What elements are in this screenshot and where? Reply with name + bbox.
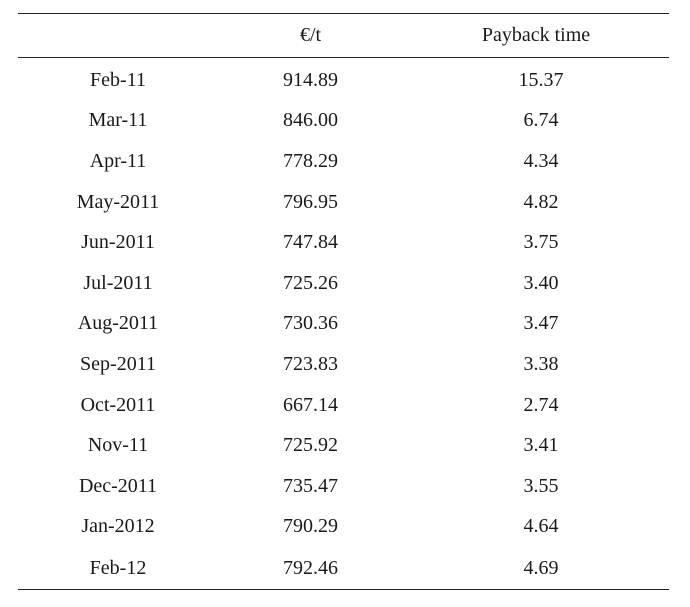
table-row: Nov-11 725.92 3.41 bbox=[18, 425, 669, 466]
cell-month: Apr-11 bbox=[89, 149, 147, 172]
table-row: Feb-11 914.89 15.37 bbox=[18, 58, 669, 101]
header-payback: Payback time bbox=[481, 24, 591, 46]
cell-price: 723.83 bbox=[283, 352, 338, 375]
cell-price: 792.46 bbox=[283, 556, 338, 579]
cell-month: Mar-11 bbox=[88, 109, 148, 132]
cell-payback: 3.41 bbox=[523, 434, 559, 457]
table-row: Dec-2011 735.47 3.55 bbox=[18, 466, 669, 507]
header-month bbox=[18, 14, 218, 58]
cell-month: Feb-11 bbox=[90, 68, 146, 91]
table-row: Jun-2011 747.84 3.75 bbox=[18, 222, 669, 263]
cell-payback: 3.75 bbox=[523, 231, 559, 254]
cell-payback: 4.69 bbox=[523, 556, 559, 579]
cell-month: Jul-2011 bbox=[83, 271, 153, 294]
header-price: €/t bbox=[299, 24, 322, 46]
cell-price: 747.84 bbox=[283, 231, 338, 254]
table-row: Mar-11 846.00 6.74 bbox=[18, 101, 669, 142]
table-row: Jul-2011 725.26 3.40 bbox=[18, 263, 669, 304]
cell-month: Jan-2012 bbox=[81, 515, 155, 538]
table-body: Feb-11 914.89 15.37 Mar-11 846.00 6.74 A… bbox=[18, 58, 669, 590]
cell-price: 914.89 bbox=[283, 68, 338, 91]
cell-payback: 3.38 bbox=[523, 352, 559, 375]
cell-payback: 2.74 bbox=[523, 393, 559, 416]
cell-payback: 15.37 bbox=[518, 68, 564, 91]
table-row: Jan-2012 790.29 4.64 bbox=[18, 507, 669, 548]
cell-price: 846.00 bbox=[283, 109, 338, 132]
cell-price: 796.95 bbox=[283, 190, 338, 213]
table-row: Oct-2011 667.14 2.74 bbox=[18, 385, 669, 426]
cell-payback: 4.82 bbox=[523, 190, 559, 213]
table-row: Sep-2011 723.83 3.38 bbox=[18, 344, 669, 385]
cell-payback: 3.47 bbox=[523, 312, 559, 335]
cell-price: 778.29 bbox=[283, 149, 338, 172]
cell-month: Dec-2011 bbox=[78, 474, 158, 497]
cell-price: 725.92 bbox=[283, 434, 338, 457]
cell-payback: 6.74 bbox=[523, 109, 559, 132]
cell-payback: 3.55 bbox=[523, 474, 559, 497]
cell-month: Feb-12 bbox=[89, 556, 147, 579]
cell-price: 735.47 bbox=[283, 474, 338, 497]
payback-table: €/t Payback time Feb-11 914.89 15.37 Mar… bbox=[18, 13, 669, 590]
cell-price: 667.14 bbox=[283, 393, 338, 416]
table-row: Aug-2011 730.36 3.47 bbox=[18, 304, 669, 345]
cell-month: Oct-2011 bbox=[80, 393, 156, 416]
cell-month: Sep-2011 bbox=[80, 352, 156, 375]
cell-month: Jun-2011 bbox=[81, 231, 155, 254]
header-row: €/t Payback time bbox=[18, 13, 669, 58]
payback-table-container: €/t Payback time Feb-11 914.89 15.37 Mar… bbox=[18, 13, 669, 590]
table-header: €/t Payback time bbox=[18, 13, 669, 58]
cell-payback: 3.40 bbox=[523, 271, 559, 294]
cell-price: 730.36 bbox=[283, 312, 338, 335]
cell-month: Nov-11 bbox=[87, 434, 149, 457]
cell-price: 790.29 bbox=[283, 515, 338, 538]
table-row: Apr-11 778.29 4.34 bbox=[18, 141, 669, 182]
cell-month: Aug-2011 bbox=[77, 312, 159, 335]
table-row: Feb-12 792.46 4.69 bbox=[18, 547, 669, 590]
cell-month: May-2011 bbox=[76, 190, 160, 213]
cell-payback: 4.64 bbox=[523, 515, 559, 538]
cell-price: 725.26 bbox=[283, 271, 338, 294]
table-row: May-2011 796.95 4.82 bbox=[18, 182, 669, 223]
cell-payback: 4.34 bbox=[523, 149, 559, 172]
